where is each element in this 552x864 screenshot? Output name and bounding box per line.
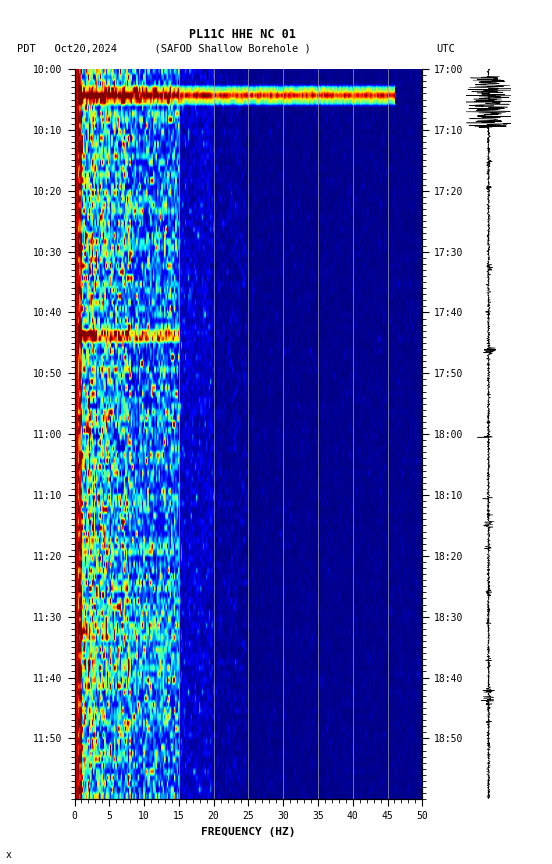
Text: PL11C HHE NC 01: PL11C HHE NC 01 bbox=[189, 29, 296, 41]
Text: UTC: UTC bbox=[436, 43, 455, 54]
X-axis label: FREQUENCY (HZ): FREQUENCY (HZ) bbox=[201, 827, 296, 836]
Text: PDT   Oct20,2024      (SAFOD Shallow Borehole ): PDT Oct20,2024 (SAFOD Shallow Borehole ) bbox=[17, 43, 310, 54]
Text: x: x bbox=[6, 849, 12, 860]
